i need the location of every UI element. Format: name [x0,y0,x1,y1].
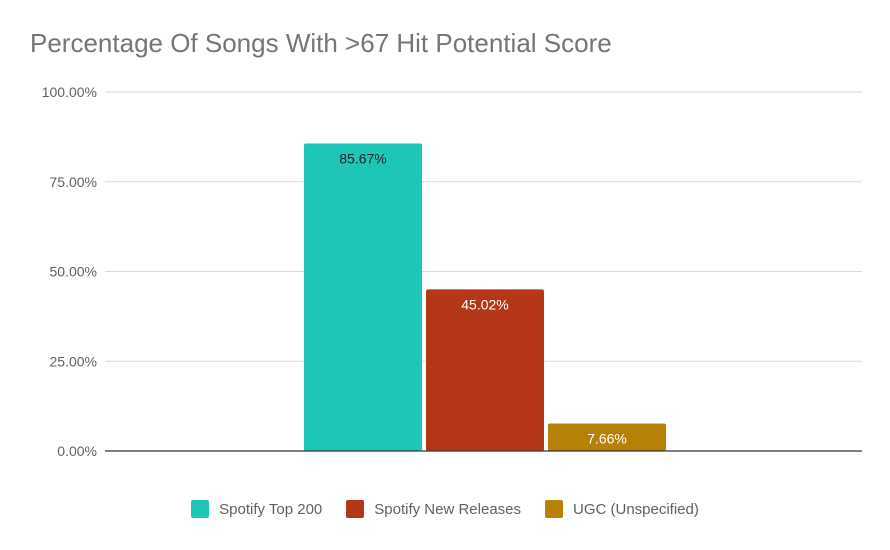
legend-item[interactable]: UGC (Unspecified) [545,500,699,518]
bar-ugc-unspecified[interactable] [548,423,666,451]
bar-data-label: 45.02% [461,296,508,312]
legend-item[interactable]: Spotify New Releases [346,500,521,518]
bar-chart: 0.00% 25.00% 50.00% 75.00% 100.00% 85.67% 45.0… [42,84,862,459]
legend-swatch [545,500,563,518]
legend-label: Spotify Top 200 [219,500,323,518]
legend-label: Spotify New Releases [374,500,521,518]
y-tick-label: 75.00% [50,174,97,190]
bar-data-label: 85.67% [339,150,386,166]
chart-title: Percentage Of Songs With >67 Hit Potenti… [30,28,612,58]
y-tick-label: 50.00% [50,264,97,280]
chart-legend: Spotify Top 200 Spotify New Releases UGC (… [0,500,890,518]
bar-spotify-new-releases[interactable] [426,289,544,451]
legend-swatch [346,500,365,518]
bar-data-label: 7.66% [587,431,627,447]
y-tick-label: 0.00% [57,443,97,459]
legend-item[interactable]: Spotify Top 200 [191,500,322,518]
y-tick-label: 100.00% [42,84,97,100]
legend-swatch [191,500,210,518]
legend-label: UGC (Unspecified) [573,500,699,518]
bar-spotify-top-200[interactable] [304,143,422,451]
y-tick-label: 25.00% [50,353,97,369]
